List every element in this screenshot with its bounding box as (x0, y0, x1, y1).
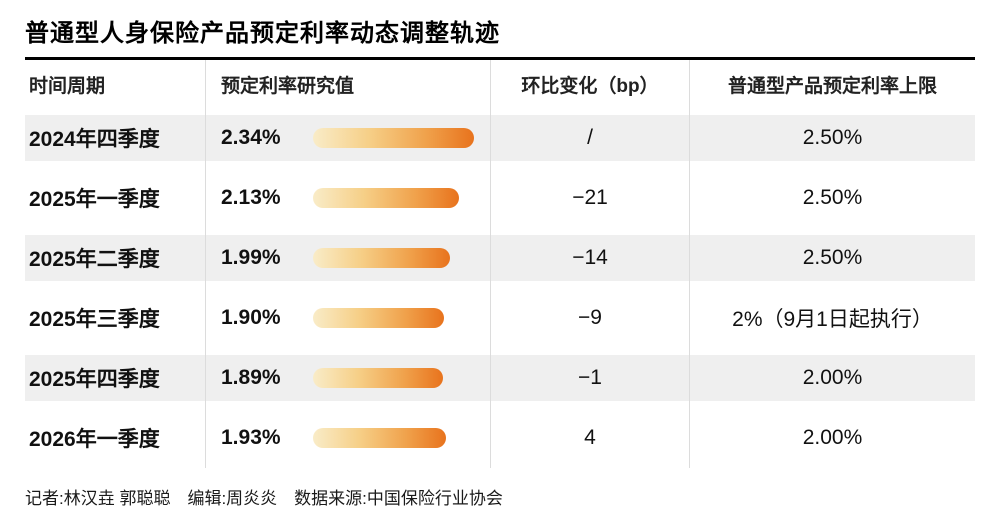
rate-value: 1.90% (221, 306, 281, 329)
period-cell: 2025年一季度 (29, 188, 160, 211)
rate-cell: 1.93% (205, 408, 490, 468)
rate-bar (313, 428, 446, 448)
rate-cell: 1.89% (205, 348, 490, 408)
rate-value: 1.89% (221, 366, 281, 389)
col-header-change: 环比变化（bp） (490, 60, 690, 108)
period-cell: 2026年一季度 (29, 428, 160, 451)
rate-bar (313, 308, 444, 328)
change-cell: 4 (490, 408, 690, 468)
period-cell: 2025年三季度 (29, 308, 160, 331)
table-row: 2025年一季度 2.13% −21 2.50% (25, 168, 975, 228)
col-header-period: 时间周期 (29, 75, 106, 97)
change-cell: −9 (490, 288, 690, 348)
ceiling-cell: 2.00% (802, 426, 863, 449)
rate-cell: 1.90% (205, 288, 490, 348)
rate-bar (313, 128, 474, 148)
period-cell: 2024年四季度 (29, 128, 160, 151)
change-cell: −1 (490, 348, 690, 408)
table-row: 2024年四季度 2.34% / 2.50% (25, 108, 975, 168)
ceiling-cell: 2.00% (802, 366, 863, 389)
rate-value: 1.99% (221, 246, 281, 269)
rate-bar (313, 188, 460, 208)
rate-bar-track (313, 428, 478, 448)
rate-bar (313, 368, 443, 388)
rate-bar-track (313, 368, 478, 388)
rate-cell: 2.13% (205, 168, 490, 228)
rate-bar-track (313, 308, 478, 328)
rate-table: 时间周期 预定利率研究值 环比变化（bp） 普通型产品预定利率上限 2024年四… (25, 60, 975, 468)
ceiling-cell: 2%（9月1日起执行） (732, 308, 933, 331)
rate-cell: 1.99% (205, 228, 490, 288)
table-row: 2025年四季度 1.89% −1 2.00% (25, 348, 975, 408)
rate-cell: 2.34% (205, 108, 490, 168)
table-row: 2025年二季度 1.99% −14 2.50% (25, 228, 975, 288)
rate-bar-track (313, 128, 478, 148)
rate-bar (313, 248, 450, 268)
rate-bar-track (313, 188, 478, 208)
ceiling-cell: 2.50% (802, 246, 863, 269)
period-cell: 2025年二季度 (29, 248, 160, 271)
rate-value: 2.34% (221, 126, 281, 149)
table-row: 2025年三季度 1.90% −9 2%（9月1日起执行） (25, 288, 975, 348)
period-cell: 2025年四季度 (29, 368, 160, 391)
credits: 记者:林汉垚 郭聪聪 编辑:周炎炎 数据来源:中国保险行业协会 (25, 489, 503, 508)
col-header-ceiling: 普通型产品预定利率上限 (727, 75, 937, 97)
rate-value: 2.13% (221, 186, 281, 209)
ceiling-cell: 2.50% (802, 126, 863, 149)
infographic: 普通型人身保险产品预定利率动态调整轨迹 时间周期 预定利率研究值 环比变化（bp… (25, 13, 975, 508)
table-header-row: 时间周期 预定利率研究值 环比变化（bp） 普通型产品预定利率上限 (25, 60, 975, 108)
change-cell: −14 (490, 228, 690, 288)
col-header-rate: 预定利率研究值 (205, 60, 490, 108)
change-cell: / (490, 108, 690, 168)
rate-value: 1.93% (221, 426, 281, 449)
table-row: 2026年一季度 1.93% 4 2.00% (25, 408, 975, 468)
change-cell: −21 (490, 168, 690, 228)
rate-bar-track (313, 248, 478, 268)
ceiling-cell: 2.50% (802, 186, 863, 209)
page-title: 普通型人身保险产品预定利率动态调整轨迹 (25, 13, 975, 60)
